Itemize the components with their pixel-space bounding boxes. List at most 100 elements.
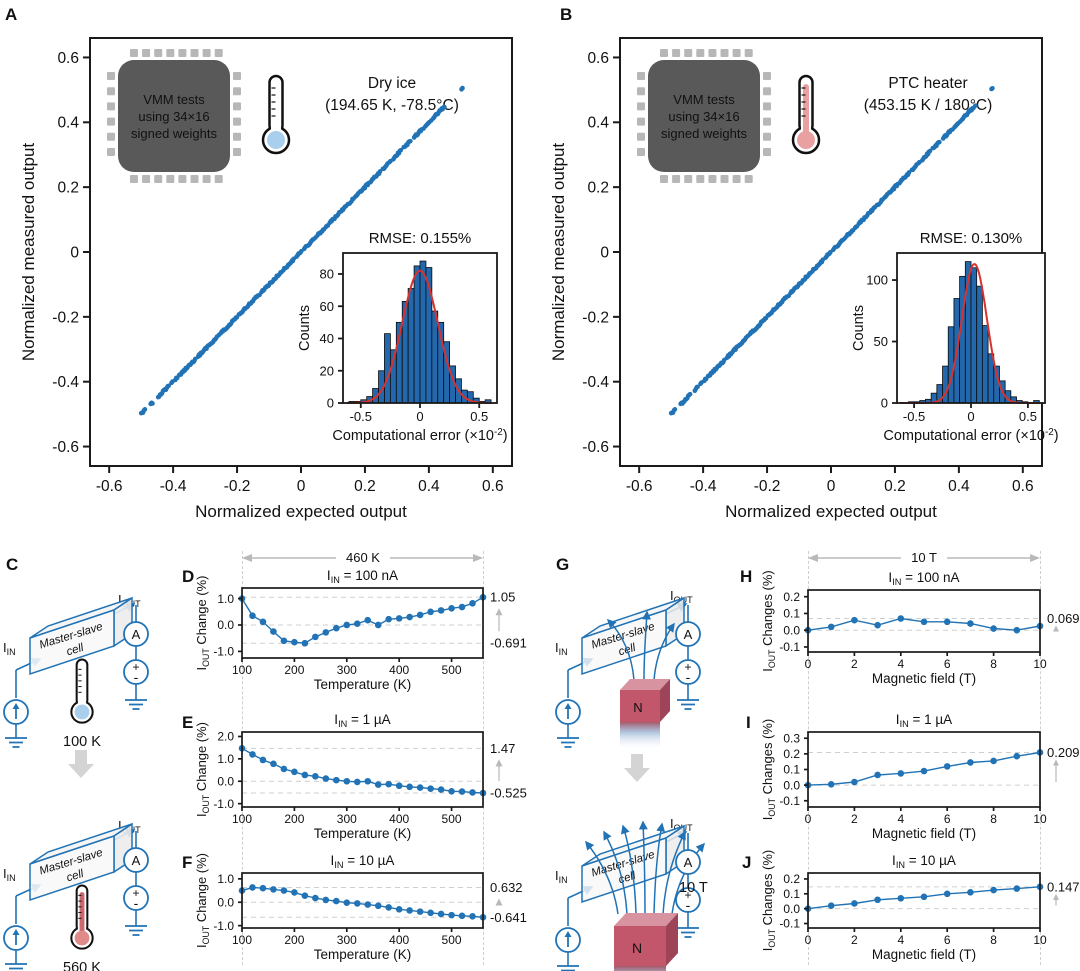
annotation-value: 1.47 [490, 741, 515, 756]
histogram-bar [431, 310, 439, 404]
ground-icon [5, 963, 27, 970]
data-point [695, 384, 700, 390]
chip-pin [763, 102, 771, 111]
data-point [973, 103, 978, 108]
chart-J: 0 2 4 6 8 10 0.20.10.0-0.1 Magnetic field (T) IO… [760, 850, 1080, 962]
current-source-icon [3, 699, 29, 725]
tick-label: 2 [851, 933, 858, 947]
data-point [150, 401, 155, 406]
tick-label: -0.2 [582, 309, 609, 326]
plot-frame [241, 731, 484, 808]
data-point [967, 759, 974, 766]
tick-label: 4 [897, 657, 904, 671]
chip-pin [637, 132, 645, 141]
data-point [312, 773, 319, 780]
data-point [672, 407, 678, 412]
data-point [301, 639, 309, 647]
chart-title: RMSE: 0.130% [920, 230, 1023, 247]
data-point [827, 623, 835, 631]
circuit-high-field: IOUT Master-slave cell [555, 816, 708, 971]
data-point [851, 778, 858, 786]
data-point [851, 900, 858, 907]
tick-label: 0.6 [1012, 478, 1034, 495]
chip-pin [720, 175, 729, 183]
chip-pin [202, 49, 211, 57]
ammeter-icon: A [123, 621, 149, 647]
chip-pin [763, 132, 771, 141]
chip-pin [233, 132, 241, 141]
chart-title: IIN = 100 nA [327, 568, 398, 585]
data-point [395, 905, 403, 913]
tick-label: 300 [337, 933, 357, 947]
tick-label: 0 [327, 396, 334, 411]
data-point [687, 391, 693, 397]
data-point [920, 767, 928, 775]
chip-pin [732, 49, 741, 57]
data-point [364, 777, 372, 785]
data-point [291, 638, 298, 646]
data-point [469, 600, 476, 607]
data-point [270, 886, 277, 893]
annotation-value: 1.05 [490, 590, 515, 605]
chip-pin [214, 175, 223, 183]
magnet-pole-label: N [632, 940, 642, 956]
chip-pin [142, 175, 151, 183]
transition-arrow-icon [624, 754, 650, 782]
tick-label: 50 [874, 334, 888, 349]
histogram-bar [419, 260, 427, 404]
data-point [249, 612, 256, 620]
gaussian-fit-curve [346, 269, 493, 404]
chip-pin [233, 102, 241, 111]
x-axis-label: Normalized expected output [725, 502, 937, 521]
circuit-low-field: IOUT Master-slave cell [555, 588, 701, 750]
x-axis-label: Temperature (K) [314, 826, 412, 841]
svg-text:A: A [684, 855, 693, 870]
chip-pin [660, 49, 668, 57]
data-point [333, 624, 340, 632]
panel-label-a: A [5, 5, 18, 24]
svg-text:+: + [132, 660, 139, 674]
thermometer-cold-icon [70, 658, 94, 724]
x-axis-label: Normalized expected output [195, 502, 407, 521]
tick-label: 80 [320, 267, 334, 282]
annotation-value: -0.641 [490, 910, 527, 925]
tick-label: 500 [442, 933, 462, 947]
tick-label: -0.6 [52, 439, 79, 456]
x-axis-label: Computational error (×10-2) [883, 427, 1058, 444]
tick-label: 0.0 [783, 623, 800, 637]
data-point [343, 777, 351, 785]
y-axis-label: IOUT Change (%) [194, 853, 211, 948]
magnet-icon: N [620, 679, 670, 750]
thermometer-cold-icon [261, 74, 291, 155]
chip-pin [720, 49, 729, 57]
data-point [385, 615, 392, 623]
data-point [427, 909, 434, 917]
y-axis-label: Normalized measured output [19, 143, 38, 362]
data-point [398, 147, 404, 153]
tick-label: 500 [442, 812, 462, 826]
tick-label: -0.2 [52, 309, 79, 326]
data-point [385, 904, 392, 911]
tick-label: 0 [805, 657, 812, 671]
y-axis-label: IOUT Changes (%) [760, 850, 777, 951]
data-point [395, 615, 403, 622]
data-point [460, 85, 465, 91]
chip-pin [107, 148, 115, 156]
tick-label: -0.4 [690, 478, 717, 495]
x-axis-label: Temperature (K) [314, 677, 412, 692]
temperature-label: 100 K [63, 734, 101, 750]
svg-text:-: - [134, 895, 139, 911]
tick-label: 8 [990, 933, 997, 947]
chip-pin [672, 175, 681, 183]
chip-pins [107, 49, 241, 183]
svg-text:A: A [684, 627, 693, 642]
chip-pin [763, 87, 771, 96]
tick-label: -0.4 [160, 478, 187, 495]
histogram-bar [970, 267, 978, 404]
transition-arrow-icon [68, 750, 94, 778]
plot-frame [241, 587, 484, 659]
data-point [416, 908, 424, 915]
tick-label: 100 [232, 663, 252, 677]
data-point [364, 616, 372, 624]
annotation-value: 0.0699 [1047, 611, 1080, 626]
